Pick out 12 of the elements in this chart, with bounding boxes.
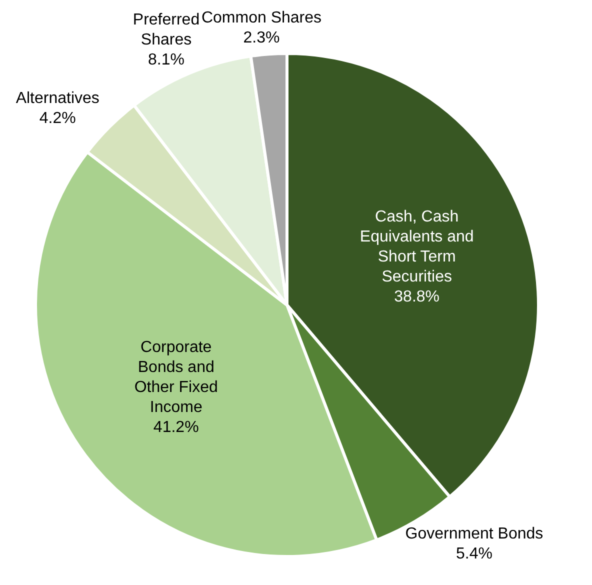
slice-label: Corporate Bonds and Other Fixed Income: [134, 339, 218, 416]
slice-label: Cash, Cash Equivalents and Short Term Securities: [360, 208, 474, 286]
data-label: 8.1%: [148, 51, 184, 68]
slice-label: Common Shares: [201, 10, 322, 27]
slice-label: Government Bonds: [405, 525, 544, 542]
data-label: 2.3%: [243, 30, 280, 47]
slice-label: Preferred Shares: [132, 11, 200, 48]
data-label: 38.8%: [394, 288, 440, 306]
slice-label: Alternatives: [16, 90, 100, 108]
data-label: 5.4%: [456, 545, 492, 562]
data-label: 41.2%: [153, 419, 199, 436]
data-label: 4.2%: [39, 110, 76, 128]
